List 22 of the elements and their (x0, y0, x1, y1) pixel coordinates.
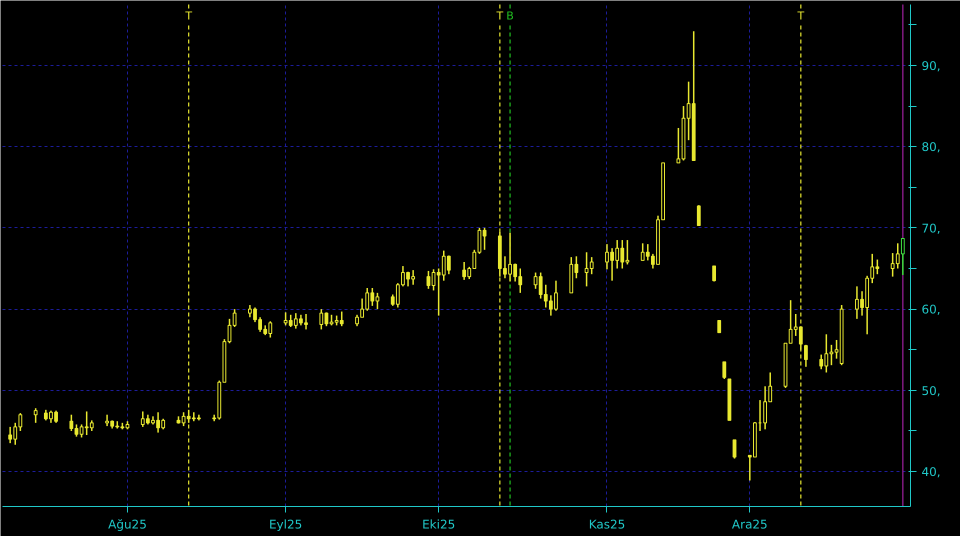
candlestick (712, 265, 716, 282)
ref-line-label: T (796, 10, 804, 22)
candlestick (804, 344, 808, 368)
x-tick-label: Kas25 (588, 518, 626, 532)
y-tick-label: 90, (922, 58, 941, 73)
ref-line-label: B (506, 10, 514, 22)
y-tick-label: 70, (922, 221, 941, 236)
x-tick-label: Ağu25 (108, 518, 147, 532)
y-tick-label: 80, (922, 140, 941, 154)
ref-line-label: T (496, 10, 504, 22)
y-tick-label: 40, (922, 465, 941, 480)
candlestick (34, 407, 38, 424)
candlestick (722, 361, 726, 380)
y-tick-label: 50, (922, 384, 941, 398)
y-tick-label: 60, (922, 302, 941, 317)
x-tick-label: Ara25 (732, 518, 768, 532)
candlestick (696, 204, 701, 226)
x-tick-label: Eyl25 (268, 518, 302, 532)
candlestick (717, 320, 722, 334)
ref-line-label: T (184, 10, 192, 22)
x-tick-label: Eki25 (422, 518, 456, 532)
candlestick (732, 439, 736, 460)
